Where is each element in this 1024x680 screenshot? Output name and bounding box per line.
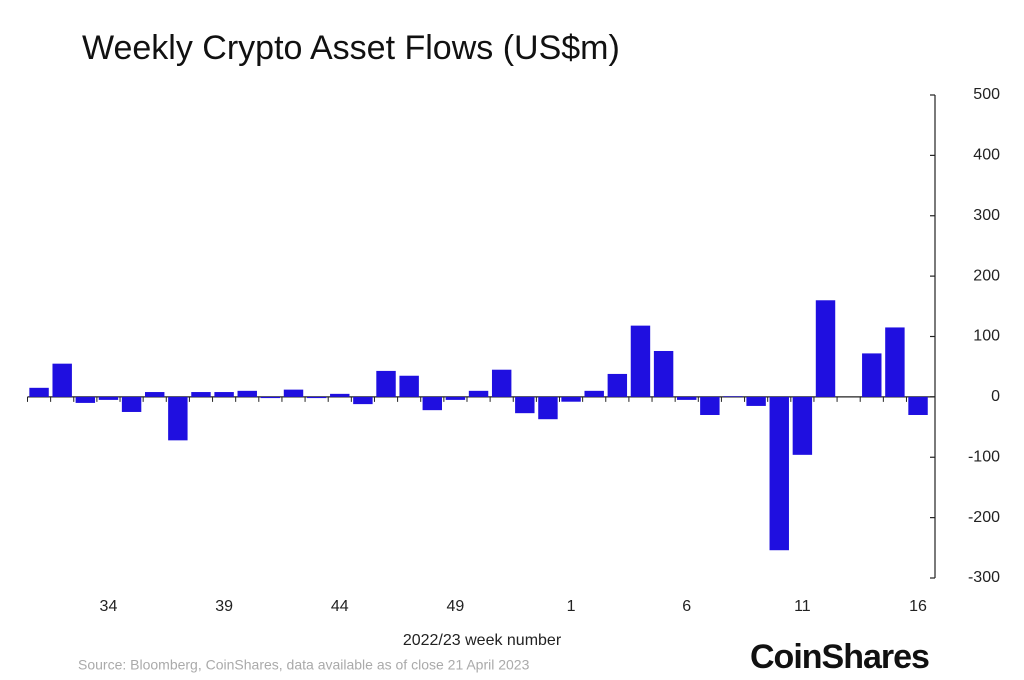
bar [746,396,766,406]
bar [237,390,257,397]
bar [52,363,72,397]
bar [700,396,720,415]
x-tick-label: 44 [331,598,349,615]
bar [168,396,188,441]
x-tick-label: 16 [909,598,927,615]
bar [468,390,489,397]
bar [677,396,697,400]
bar [75,396,96,403]
x-tick-label: 39 [215,598,233,615]
x-tick-label: 11 [794,598,811,615]
y-tick-label: 300 [973,207,1000,224]
bar [191,392,211,397]
bar [815,300,836,397]
bar [422,396,443,411]
bar [885,327,905,397]
y-tick-label: 500 [973,86,1000,103]
y-tick-label: -300 [968,569,1000,586]
bar [145,392,165,397]
bar [399,375,419,397]
bar [561,396,581,402]
x-tick-label: 34 [100,598,118,615]
bar [283,389,304,397]
bar [445,396,466,400]
logo: CoinShares [750,638,929,676]
bar [769,396,789,551]
bar [653,350,674,397]
bar [29,387,49,397]
bar [376,370,396,397]
bar [908,396,928,415]
y-tick-label: -100 [968,448,1000,465]
bar [538,396,558,420]
chart-title: Weekly Crypto Asset Flows (US$m) [82,29,620,67]
y-tick-label: 400 [973,147,1000,164]
y-tick-label: 100 [973,328,1000,345]
bar [515,396,535,414]
bar [306,396,327,399]
bar [723,396,743,397]
y-tick-label: 0 [991,388,1000,405]
bar [584,390,604,397]
y-tick-label: -200 [968,509,1000,526]
bar [98,396,119,400]
bar [260,396,281,399]
bar [214,392,234,397]
x-tick-label: 6 [682,598,691,615]
bar [607,373,628,397]
bar [353,396,373,405]
bar [121,396,142,412]
x-tick-label: 1 [567,598,576,615]
source-note: Source: Bloomberg, CoinShares, data avai… [78,657,530,673]
bar [630,325,651,397]
bar [792,396,813,455]
bar [491,369,512,397]
x-axis-label: 2022/23 week number [403,632,562,649]
x-tick-label: 49 [447,598,465,615]
bar [330,393,350,397]
y-tick-label: 200 [973,267,1000,284]
bar [862,353,882,397]
